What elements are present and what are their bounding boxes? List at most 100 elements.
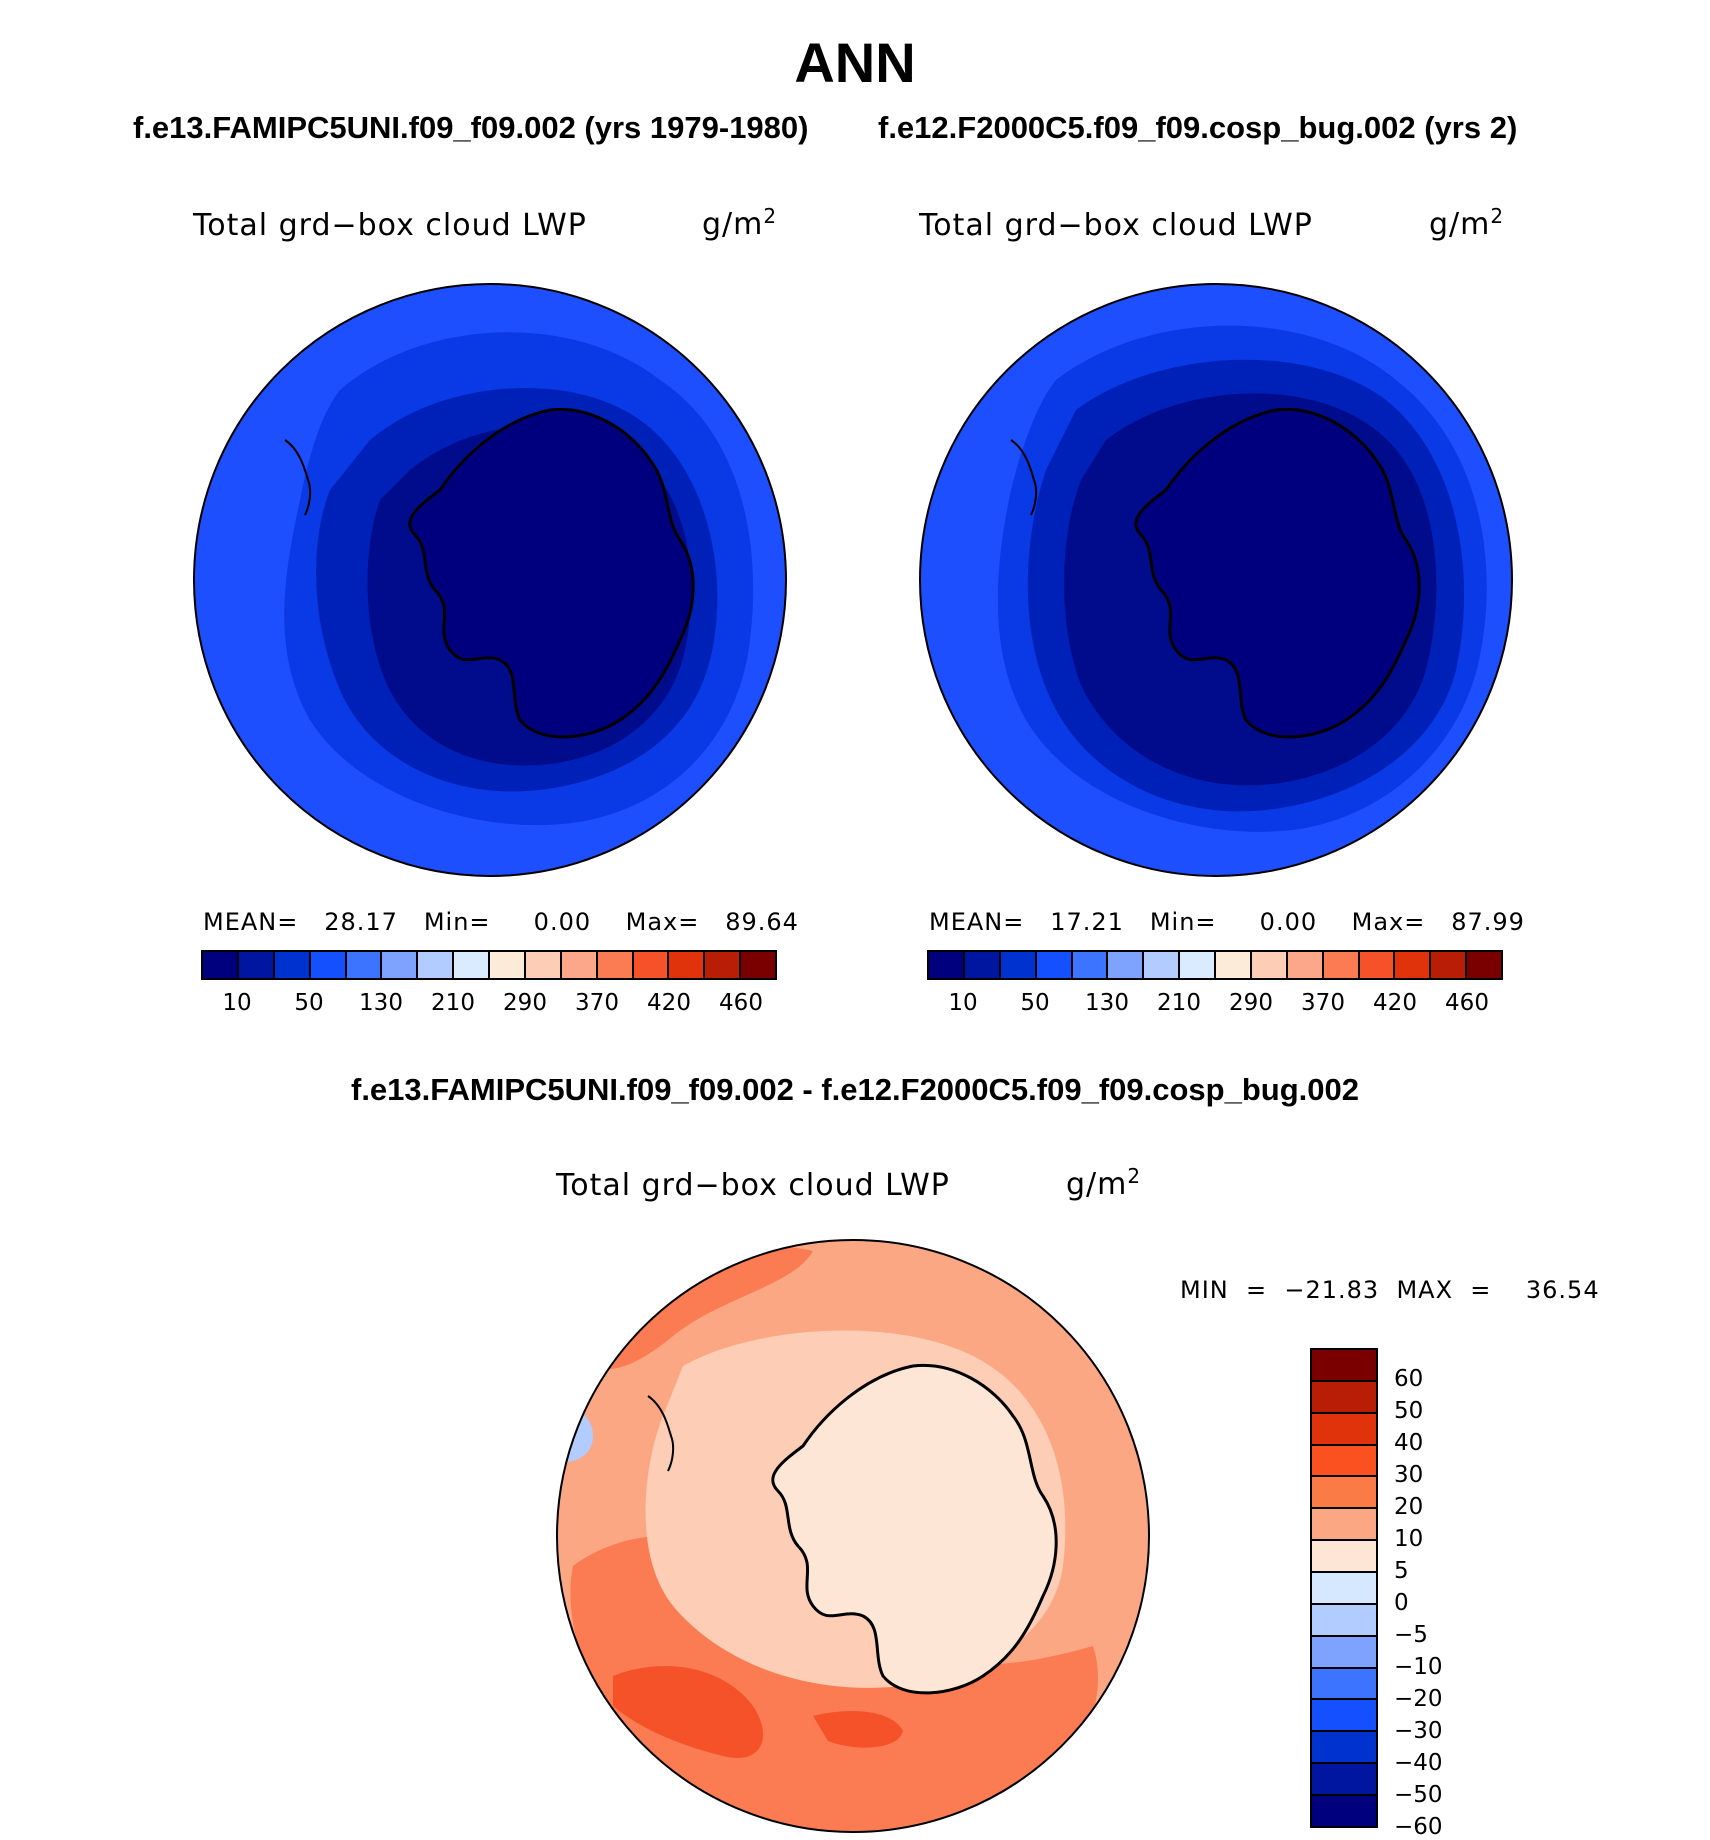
colorbar-swatch (1251, 952, 1288, 978)
colorbar-swatch (418, 952, 455, 978)
colorbar-tick-label: −40 (1394, 1750, 1443, 1776)
diff-map-20-30-top (593, 1246, 813, 1370)
right-stats: MEAN= 17.21 Min= 0.00 Max= 87.99 (929, 908, 1525, 936)
colorbar-swatch (1312, 1668, 1376, 1701)
colorbar-swatch (1000, 952, 1037, 978)
colorbar-swatch (741, 952, 775, 978)
colorbar-tick-label: 20 (1394, 1494, 1424, 1520)
colorbar-swatch (669, 952, 706, 978)
left-colorbar: 10 50 130 210 290 370 420 460 (201, 950, 777, 1016)
colorbar-tick-label: 10 (222, 990, 252, 1016)
colorbar-tick-label: 420 (647, 990, 691, 1016)
diff-case-title: f.e13.FAMIPC5UNI.f09_f09.002 - f.e12.F20… (351, 1072, 1359, 1107)
colorbar-swatch (1359, 952, 1396, 978)
right-variable-label: Total grd−box cloud LWP (919, 208, 1313, 243)
colorbar-swatch (929, 952, 965, 978)
diff-colorbar: 60 50 40 30 20 10 5 0 −5 −10 −20 −30 −40 −50 −60 (1310, 1348, 1550, 1840)
colorbar-swatch (1431, 952, 1468, 978)
colorbar-swatch (1180, 952, 1216, 978)
diff-map-antarctica (771, 1363, 1058, 1695)
colorbar-tick-label: 370 (1301, 990, 1345, 1016)
left-polar-map (193, 283, 787, 877)
colorbar-swatch (964, 952, 1001, 978)
colorbar-tick-label: 10 (948, 990, 978, 1016)
colorbar-swatch (525, 952, 562, 978)
left-stats: MEAN= 28.17 Min= 0.00 Max= 89.64 (203, 908, 799, 936)
colorbar-swatch (310, 952, 347, 978)
colorbar-tick-label: 290 (503, 990, 547, 1016)
colorbar-tick-label: 50 (1020, 990, 1050, 1016)
colorbar-swatch (1216, 952, 1252, 978)
colorbar-tick-label: 420 (1373, 990, 1417, 1016)
right-map-peninsula (1010, 439, 1038, 516)
colorbar-swatch (382, 952, 419, 978)
colorbar-tick-label: 460 (719, 990, 763, 1016)
colorbar-swatch (1144, 952, 1181, 978)
left-map-peninsula (284, 439, 312, 516)
colorbar-tick-label: 50 (294, 990, 324, 1016)
colorbar-tick-label: −10 (1394, 1654, 1443, 1680)
colorbar-swatch (1312, 1636, 1376, 1669)
colorbar-swatch (238, 952, 275, 978)
colorbar-swatch (454, 952, 490, 978)
colorbar-swatch (1312, 1573, 1376, 1605)
colorbar-swatch (1312, 1541, 1376, 1574)
colorbar-tick-label: 370 (575, 990, 619, 1016)
right-case-title: f.e12.F2000C5.f09_f09.cosp_bug.002 (yrs … (878, 110, 1518, 145)
diff-map-30-40-a (613, 1666, 763, 1758)
colorbar-swatch (1072, 952, 1109, 978)
diff-units-label: g/m2 (1066, 1164, 1142, 1202)
colorbar-swatch (1395, 952, 1432, 978)
colorbar-tick-label: 210 (431, 990, 475, 1016)
right-units-label: g/m2 (1429, 204, 1505, 242)
colorbar-swatch (1036, 952, 1073, 978)
colorbar-tick-label: 460 (1445, 990, 1489, 1016)
colorbar-tick-label: 130 (359, 990, 403, 1016)
colorbar-tick-label: −20 (1394, 1686, 1443, 1712)
colorbar-swatch (346, 952, 383, 978)
colorbar-swatch (490, 952, 526, 978)
left-units-label: g/m2 (702, 204, 778, 242)
colorbar-tick-label: 50 (1394, 1398, 1424, 1424)
colorbar-tick-label: −30 (1394, 1718, 1443, 1744)
colorbar-swatch (1312, 1764, 1376, 1797)
colorbar-swatch (705, 952, 742, 978)
season-title: ANN (794, 31, 916, 94)
colorbar-tick-label: 5 (1394, 1558, 1409, 1584)
colorbar-swatch (1312, 1509, 1376, 1542)
left-variable-label: Total grd−box cloud LWP (193, 208, 587, 243)
colorbar-tick-label: −5 (1394, 1622, 1428, 1648)
right-colorbar: 10 50 130 210 290 370 420 460 (927, 950, 1503, 1016)
colorbar-swatch (203, 952, 239, 978)
colorbar-swatch (1108, 952, 1145, 978)
colorbar-swatch (561, 952, 598, 978)
colorbar-swatch (1467, 952, 1501, 978)
colorbar-swatch (1312, 1350, 1376, 1382)
colorbar-swatch (1312, 1477, 1376, 1510)
right-map-antarctica (1134, 407, 1421, 739)
colorbar-swatch (1312, 1445, 1376, 1478)
colorbar-swatch (1312, 1700, 1376, 1733)
colorbar-swatch (633, 952, 670, 978)
colorbar-tick-label: 210 (1157, 990, 1201, 1016)
colorbar-tick-label: 40 (1394, 1430, 1424, 1456)
left-map-antarctica (408, 407, 695, 739)
colorbar-tick-label: −60 (1394, 1814, 1443, 1840)
colorbar-swatch (1312, 1796, 1376, 1826)
diff-map-30-40-b (813, 1711, 903, 1748)
colorbar-tick-label: 130 (1085, 990, 1129, 1016)
colorbar-tick-label: 60 (1394, 1366, 1424, 1392)
colorbar-swatch (1287, 952, 1324, 978)
diff-variable-label: Total grd−box cloud LWP (556, 1168, 950, 1203)
colorbar-swatch (1312, 1732, 1376, 1765)
colorbar-swatch (274, 952, 311, 978)
colorbar-tick-label: 290 (1229, 990, 1273, 1016)
diff-polar-map (556, 1239, 1150, 1833)
diff-stats: MIN = −21.83 MAX = 36.54 (1180, 1276, 1600, 1304)
colorbar-tick-label: −50 (1394, 1782, 1443, 1808)
colorbar-swatch (597, 952, 634, 978)
right-polar-map (919, 283, 1513, 877)
colorbar-swatch (1312, 1413, 1376, 1446)
colorbar-swatch (1312, 1604, 1376, 1637)
colorbar-tick-label: 0 (1394, 1590, 1409, 1616)
